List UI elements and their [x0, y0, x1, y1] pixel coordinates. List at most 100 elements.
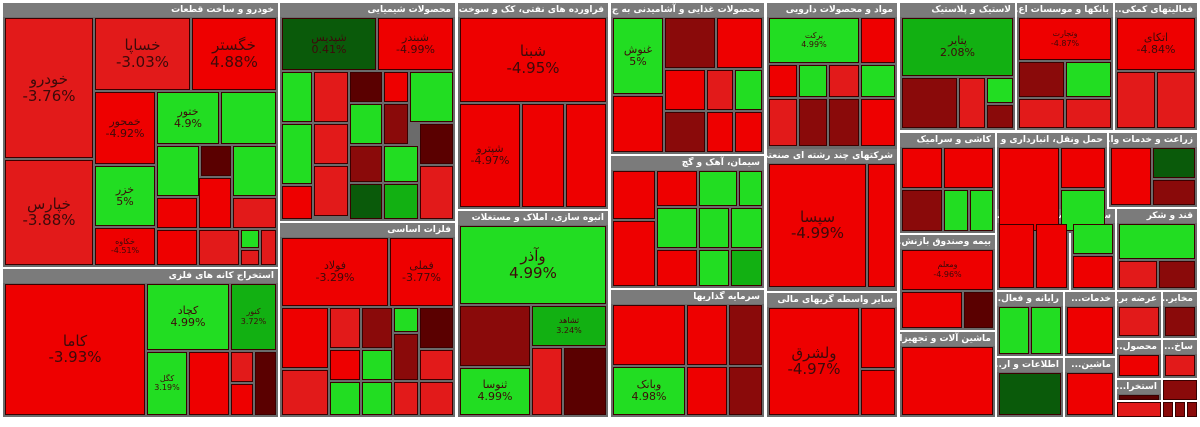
stock-tile[interactable]: [1153, 180, 1195, 205]
stock-tile[interactable]: [829, 65, 859, 97]
stock-tile[interactable]: [282, 124, 312, 184]
stock-tile[interactable]: فولاد -3.29%: [282, 238, 388, 306]
stock-tile[interactable]: [699, 208, 729, 248]
stock-tile[interactable]: [707, 70, 733, 110]
stock-tile[interactable]: [1153, 148, 1195, 178]
stock-tile[interactable]: [1163, 402, 1173, 417]
stock-tile[interactable]: [1119, 224, 1195, 259]
stock-tile[interactable]: [902, 148, 942, 188]
stock-tile[interactable]: [532, 348, 562, 415]
stock-tile[interactable]: [1073, 256, 1113, 288]
stock-tile[interactable]: خمحور -4.92%: [95, 92, 155, 164]
stock-tile[interactable]: [384, 104, 408, 144]
stock-tile[interactable]: [868, 164, 895, 287]
stock-tile[interactable]: [157, 146, 199, 196]
stock-tile[interactable]: [902, 292, 962, 328]
stock-tile[interactable]: [199, 230, 239, 265]
stock-tile[interactable]: [350, 146, 382, 182]
stock-tile[interactable]: غنوش 5%: [613, 18, 663, 94]
stock-tile[interactable]: ومعلم -4.96%: [902, 250, 993, 290]
stock-tile[interactable]: [1117, 72, 1155, 128]
stock-tile[interactable]: کاما -3.93%: [5, 284, 145, 415]
stock-tile[interactable]: فملی -3.77%: [390, 238, 453, 306]
stock-tile[interactable]: [231, 384, 253, 415]
stock-tile[interactable]: [707, 112, 733, 152]
stock-tile[interactable]: [699, 171, 737, 206]
stock-tile[interactable]: خپارس -3.88%: [5, 160, 93, 265]
stock-tile[interactable]: وبانک 4.98%: [613, 367, 685, 415]
stock-tile[interactable]: [1031, 307, 1061, 354]
stock-tile[interactable]: [460, 306, 530, 366]
stock-tile[interactable]: [241, 230, 259, 248]
stock-tile[interactable]: خزر 5%: [95, 166, 155, 226]
stock-tile[interactable]: [1165, 355, 1195, 376]
stock-tile[interactable]: [362, 382, 392, 415]
stock-tile[interactable]: [1119, 355, 1159, 376]
stock-tile[interactable]: [1019, 99, 1064, 128]
stock-tile[interactable]: [999, 373, 1061, 415]
stock-tile[interactable]: [350, 184, 382, 219]
stock-tile[interactable]: [1066, 99, 1111, 128]
stock-tile[interactable]: [613, 221, 655, 286]
stock-tile[interactable]: [959, 78, 985, 128]
stock-tile[interactable]: وآذر 4.99%: [460, 226, 606, 304]
stock-tile[interactable]: کنور 3.72%: [231, 284, 276, 350]
stock-tile[interactable]: [769, 99, 797, 146]
stock-tile[interactable]: [1067, 373, 1113, 415]
stock-tile[interactable]: [1163, 380, 1197, 400]
stock-tile[interactable]: [799, 65, 827, 97]
stock-tile[interactable]: شپترو -4.97%: [460, 104, 520, 207]
stock-tile[interactable]: [829, 99, 859, 146]
stock-tile[interactable]: برکت 4.99%: [769, 18, 859, 63]
stock-tile[interactable]: [420, 166, 453, 219]
stock-tile[interactable]: پتایر 2.08%: [902, 18, 1013, 76]
stock-tile[interactable]: [1165, 307, 1195, 336]
stock-tile[interactable]: [233, 146, 276, 196]
stock-tile[interactable]: [861, 18, 895, 63]
stock-tile[interactable]: [1175, 402, 1185, 417]
stock-tile[interactable]: [384, 146, 418, 182]
stock-tile[interactable]: ثنوسا 4.99%: [460, 368, 530, 415]
stock-tile[interactable]: [362, 308, 392, 348]
stock-tile[interactable]: [861, 99, 895, 146]
stock-tile[interactable]: [282, 308, 328, 368]
stock-tile[interactable]: [665, 112, 705, 152]
stock-tile[interactable]: [314, 166, 348, 216]
stock-tile[interactable]: [999, 148, 1059, 231]
stock-tile[interactable]: [394, 308, 418, 332]
stock-tile[interactable]: [861, 308, 895, 368]
stock-tile[interactable]: اتکای -4.84%: [1117, 18, 1195, 70]
stock-tile[interactable]: [731, 250, 762, 286]
stock-tile[interactable]: [255, 352, 276, 415]
stock-tile[interactable]: [613, 96, 663, 152]
stock-tile[interactable]: [330, 382, 360, 415]
stock-tile[interactable]: [861, 370, 895, 415]
stock-tile[interactable]: شبندر -4.99%: [378, 18, 453, 70]
stock-tile[interactable]: [522, 104, 564, 207]
stock-tile[interactable]: خگستر 4.88%: [192, 18, 276, 90]
stock-tile[interactable]: کگل 3.19%: [147, 352, 187, 415]
stock-tile[interactable]: [665, 70, 705, 110]
stock-tile[interactable]: [384, 72, 408, 102]
stock-tile[interactable]: ولشرق -4.97%: [769, 308, 859, 415]
stock-tile[interactable]: وتجارت -4.87%: [1019, 18, 1111, 60]
stock-tile[interactable]: [314, 124, 348, 164]
stock-tile[interactable]: سپسا -4.99%: [769, 164, 866, 287]
stock-tile[interactable]: [970, 190, 993, 231]
stock-tile[interactable]: [564, 348, 606, 415]
stock-tile[interactable]: [902, 78, 957, 128]
stock-tile[interactable]: [613, 305, 685, 365]
stock-tile[interactable]: [902, 190, 942, 231]
stock-tile[interactable]: [420, 124, 453, 164]
stock-tile[interactable]: شپدیس 0.41%: [282, 18, 376, 70]
stock-tile[interactable]: [261, 230, 276, 265]
stock-tile[interactable]: [1073, 224, 1113, 254]
stock-tile[interactable]: [362, 350, 392, 380]
stock-tile[interactable]: [201, 146, 231, 176]
stock-tile[interactable]: [1187, 402, 1197, 417]
stock-tile[interactable]: [282, 370, 328, 415]
stock-tile[interactable]: [999, 224, 1034, 288]
stock-tile[interactable]: [350, 104, 382, 144]
stock-tile[interactable]: [657, 250, 697, 286]
stock-tile[interactable]: [613, 171, 655, 219]
